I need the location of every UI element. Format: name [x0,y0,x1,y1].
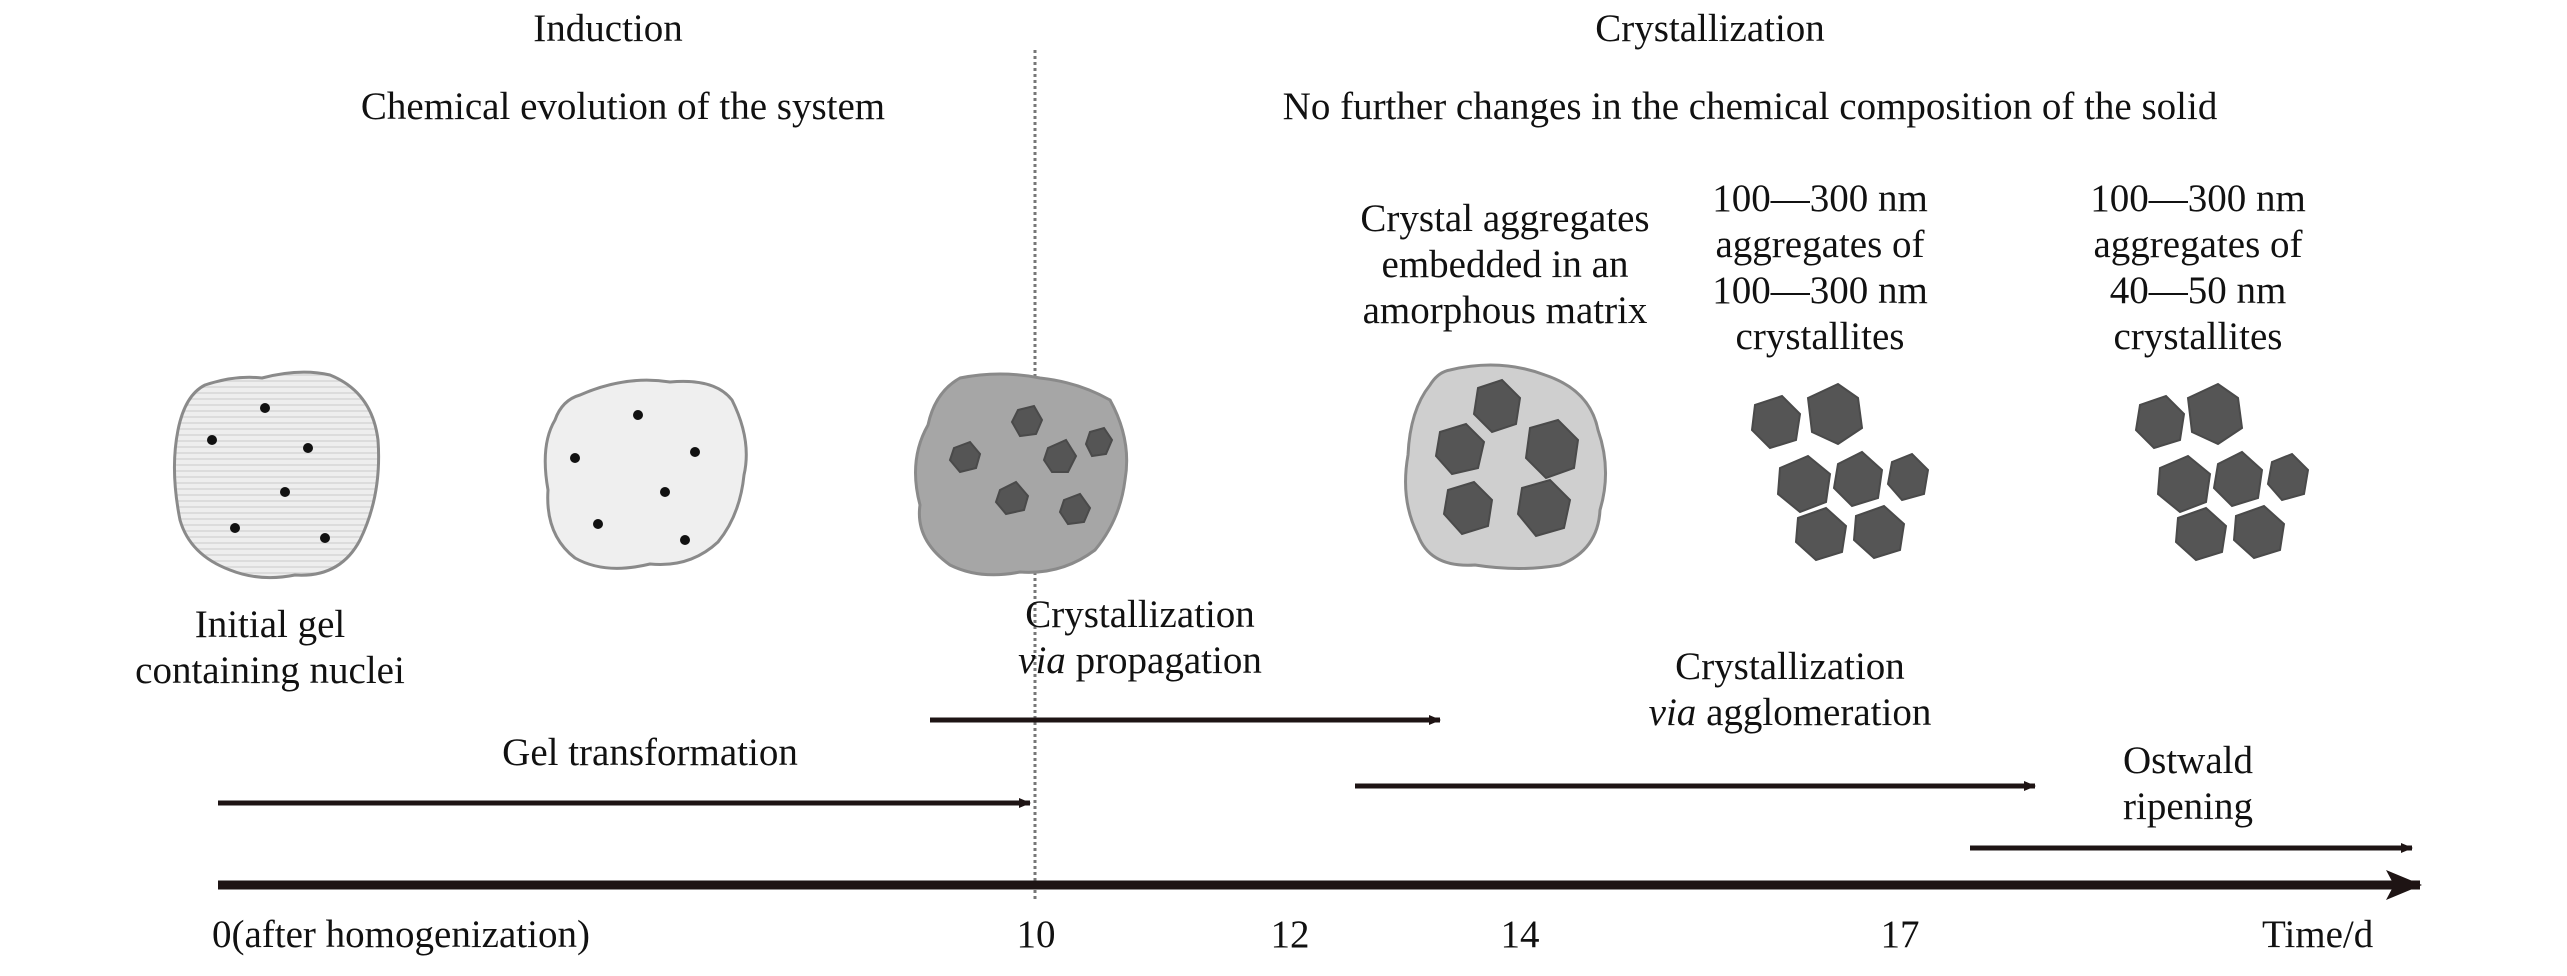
caption-crystal-aggregates: Crystal aggregates embedded in an amorph… [1360,197,1650,332]
tick-label-17: 17 [1880,913,1920,956]
induction-subtitle: Chemical evolution of the system [360,85,886,128]
axis-label-time: Time/d [2262,913,2374,956]
stage-propagation-blob [914,372,1129,577]
tick-label-14: 14 [1500,913,1540,956]
caption-small-crystallite-aggregates: 100—300 nm aggregates of 40—50 nm crysta… [2090,177,2306,358]
crystallization-subtitle: No further changes in the chemical compo… [1282,85,2218,128]
tick-label-10: 10 [1016,913,1056,956]
tick-label-12: 12 [1270,913,1310,956]
stage-aggregates-in-matrix-blob [1404,363,1607,570]
crystal-aggregates [1434,378,1580,538]
tick-label-0: 0(after homogenization) [212,913,590,956]
label-gel-transformation: Gel transformation [502,731,798,774]
stage-large-crystallite-aggregates [1750,382,1930,562]
label-ostwald-ripening: Ostwald ripening [2123,739,2253,828]
induction-title: Induction [533,7,683,50]
caption-initial-gel: Initial gel containing nuclei [135,603,405,692]
caption-large-crystallite-aggregates: 100—300 nm aggregates of 100—300 nm crys… [1712,177,1928,358]
crystallite-seeds [948,404,1114,526]
nucleus-dots [570,410,700,545]
nucleus-dots [207,403,330,543]
label-crystallization-agglomeration: Crystallization via agglomeration [1648,645,1932,734]
stage-transforming-gel-blob [543,378,748,570]
stage-initial-gel-blob [172,370,381,580]
label-crystallization-propagation: Crystallization via propagation [1018,593,1262,682]
crystallization-title: Crystallization [1595,7,1825,50]
stage-small-crystallite-aggregates [2134,382,2310,562]
